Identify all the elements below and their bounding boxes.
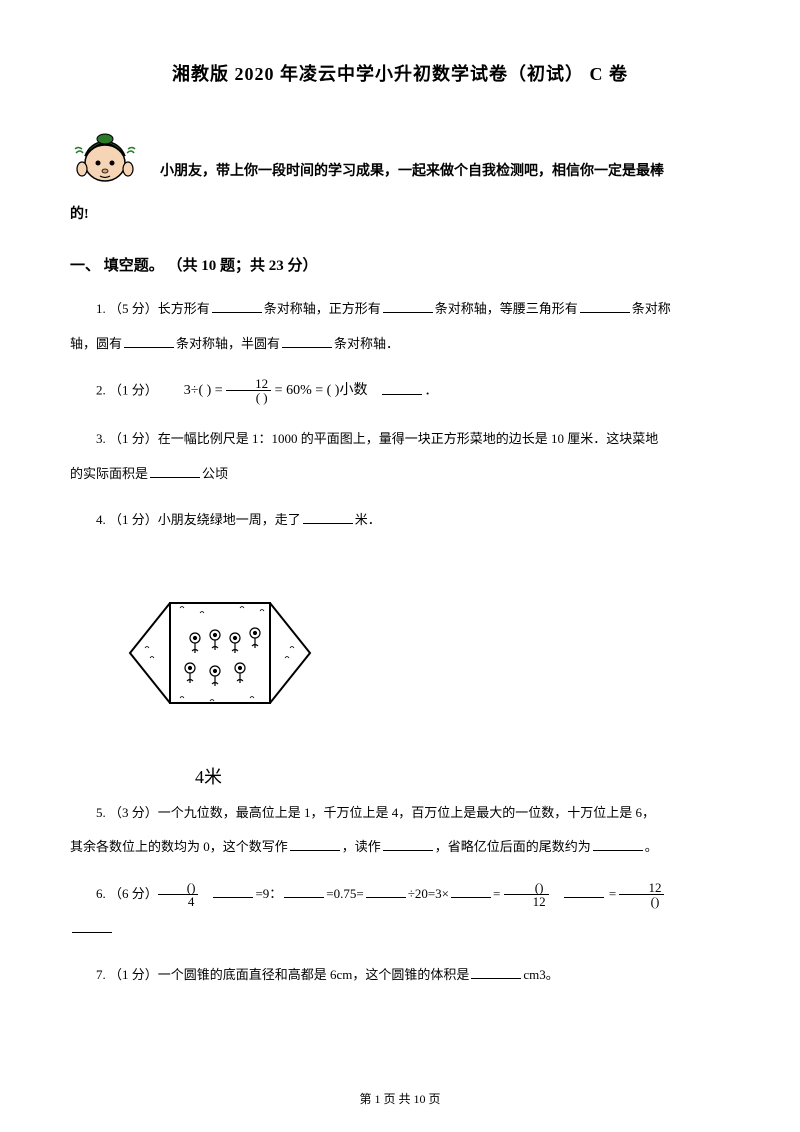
formula-text: 3÷( ) =: [184, 383, 226, 398]
q5-text: 5. （3 分）一个九位数，最高位上是 1，千万位上是 4，百万位上是最大的一位…: [96, 805, 655, 820]
q4-text: 4. （1 分）小朋友绕绿地一周，走了: [96, 512, 301, 527]
blank: [303, 510, 353, 524]
frac-numerator: (): [504, 881, 549, 895]
q7-text: cm3。: [523, 967, 558, 982]
frac-denominator: 4: [158, 895, 199, 908]
frac-denominator: ( ): [226, 391, 271, 404]
blank: [124, 334, 174, 348]
question-1-line2: 轴，圆有 条对称轴，半圆有 条对称轴．: [70, 330, 730, 359]
blank: [382, 381, 422, 395]
mascot-image: [70, 121, 140, 191]
q6-text: ÷20=3×: [408, 886, 449, 901]
intro-text-line2: 的!: [70, 201, 730, 229]
q6-text: =0.75=: [326, 886, 363, 901]
q6-text: =9：: [255, 886, 282, 901]
q6-text: =: [493, 886, 504, 901]
q4-diagram-container: 4米: [120, 553, 730, 789]
blank: [593, 837, 643, 851]
blank: [471, 965, 521, 979]
page-footer: 第 1 页 共 10 页: [0, 1090, 800, 1107]
diagram-label: 4米: [195, 763, 730, 789]
q2-suffix: ．: [424, 383, 437, 398]
q6-prefix: 6. （6 分）: [96, 886, 158, 901]
q2-prefix: 2. （1 分）: [96, 383, 158, 398]
question-3: 3. （1 分）在一幅比例尺是 1：1000 的平面图上，量得一块正方形菜地的边…: [70, 425, 730, 454]
question-1: 1. （5 分）长方形有 条对称轴，正方形有 条对称轴，等腰三角形有 条对称: [70, 295, 730, 324]
q2-formula: 3÷( ) = 12( ) = 60% = ( )小数: [158, 376, 368, 407]
q1-text: 1. （5 分）长方形有: [96, 301, 210, 316]
q3-text: 3. （1 分）在一幅比例尺是 1：1000 的平面图上，量得一块正方形菜地的边…: [96, 431, 658, 446]
intro-row: 小朋友，带上你一段时间的学习成果，一起来做个自我检测吧，相信你一定是最棒: [70, 121, 730, 191]
q7-text: 7. （1 分）一个圆锥的底面直径和高都是 6cm，这个圆锥的体积是: [96, 967, 469, 982]
q5-text: 。: [645, 839, 658, 854]
q1-text: 条对称轴，半圆有: [176, 336, 280, 351]
blank: [212, 299, 262, 313]
blank: [383, 837, 433, 851]
question-5: 5. （3 分）一个九位数，最高位上是 1，千万位上是 4，百万位上是最大的一位…: [70, 799, 730, 828]
q1-text: 条对称轴．: [334, 336, 399, 351]
question-3-line2: 的实际面积是 公顷: [70, 460, 730, 489]
intro-text-line1: 小朋友，带上你一段时间的学习成果，一起来做个自我检测吧，相信你一定是最棒: [160, 158, 730, 191]
question-6: 6. （6 分）()4 =9：=0.75=÷20=3×= ()12 = 12(): [70, 880, 730, 909]
frac-denominator: (): [619, 895, 664, 908]
blank: [72, 919, 112, 933]
grass-diagram: [120, 553, 320, 753]
blank: [451, 884, 491, 898]
blank: [580, 299, 630, 313]
formula-text: = 60% = ( )小数: [271, 383, 367, 398]
question-6-line2: [70, 915, 730, 944]
q4-text: 米．: [355, 512, 381, 527]
q5-text: ，省略亿位后面的尾数约为: [435, 839, 591, 854]
question-5-line2: 其余各数位上的数均为 0，这个数写作 ，读作 ，省略亿位后面的尾数约为 。: [70, 833, 730, 862]
q1-text: 条对称轴，等腰三角形有: [435, 301, 578, 316]
frac-numerator: 12: [619, 881, 664, 895]
q1-text: 条对称: [632, 301, 671, 316]
fraction: ()4: [158, 881, 199, 908]
q1-text: 条对称轴，正方形有: [264, 301, 381, 316]
fraction: 12( ): [226, 377, 271, 404]
q1-text: 轴，圆有: [70, 336, 122, 351]
q3-text: 公顷: [202, 466, 228, 481]
frac-numerator: (): [158, 881, 199, 895]
blank: [284, 884, 324, 898]
blank: [564, 884, 604, 898]
blank: [150, 464, 200, 478]
blank: [366, 884, 406, 898]
blank: [290, 837, 340, 851]
section-1-header: 一、 填空题。 （共 10 题；共 23 分）: [70, 254, 730, 275]
q5-text: ，读作: [342, 839, 381, 854]
q6-text: =: [606, 886, 620, 901]
q5-text: 其余各数位上的数均为 0，这个数写作: [70, 839, 288, 854]
fraction: 12(): [619, 881, 664, 908]
blank: [213, 884, 253, 898]
question-7: 7. （1 分）一个圆锥的底面直径和高都是 6cm，这个圆锥的体积是 cm3。: [70, 961, 730, 990]
frac-numerator: 12: [226, 377, 271, 391]
fraction: ()12: [504, 881, 549, 908]
question-2: 2. （1 分）3÷( ) = 12( ) = 60% = ( )小数 ．: [70, 376, 730, 407]
blank: [282, 334, 332, 348]
question-4: 4. （1 分）小朋友绕绿地一周，走了 米．: [70, 506, 730, 535]
q3-text: 的实际面积是: [70, 466, 148, 481]
frac-denominator: 12: [504, 895, 549, 908]
blank: [383, 299, 433, 313]
exam-title: 湘教版 2020 年凌云中学小升初数学试卷（初试） C 卷: [70, 60, 730, 86]
